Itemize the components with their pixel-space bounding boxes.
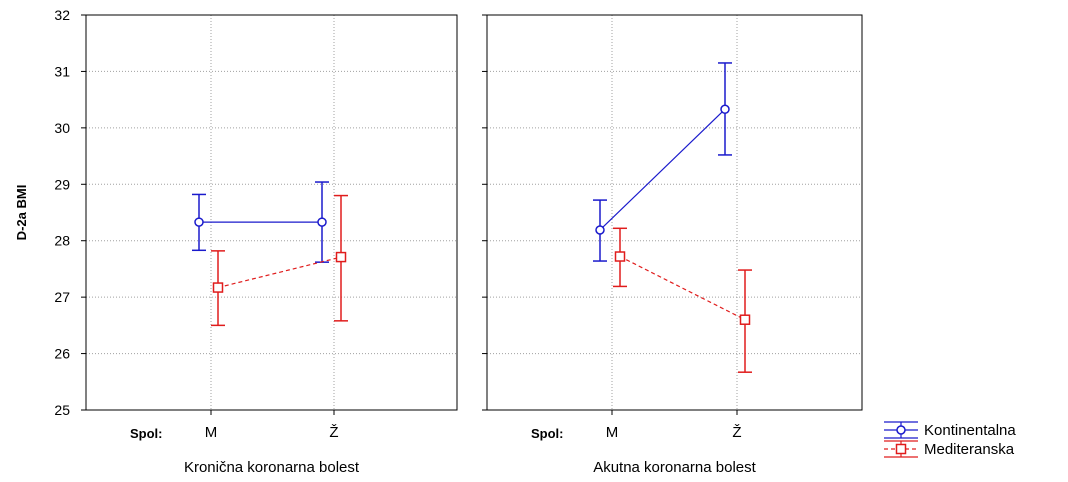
data-point-circle: [595, 225, 605, 235]
series-line: [619, 255, 746, 321]
panel-label: Kronična koronarna bolest: [184, 459, 360, 476]
panel-frame: [486, 14, 863, 411]
y-tick-label: 27: [54, 289, 70, 305]
legend: Kontinentalna Mediteranska: [884, 421, 1016, 458]
y-axis-title: D-2a BMI: [14, 185, 29, 241]
spol-label: Spol:: [531, 426, 564, 441]
data-point-circle: [317, 217, 327, 227]
y-tick-label: 26: [54, 346, 70, 362]
legend-label: Kontinentalna: [924, 422, 1016, 439]
data-point-square: [739, 314, 751, 325]
data-point-circle: [194, 217, 204, 227]
data-point-circle: [720, 104, 730, 114]
panel-frames: [85, 14, 863, 411]
data-point-square: [614, 251, 626, 262]
y-tick-label: 32: [54, 7, 70, 23]
legend-label: Mediteranska: [924, 441, 1015, 458]
x-tick-label: M: [205, 424, 218, 441]
y-tick-label: 25: [54, 402, 70, 418]
axis-layer: D-2a BMI 25 26 27 28 29 30 31 32 Spol: M Ž Kronična …: [14, 7, 757, 476]
panel-label: Akutna koronarna bolest: [593, 459, 756, 476]
series-layer: [192, 62, 752, 373]
y-tick-label: 31: [54, 63, 70, 79]
y-tick-label: 28: [54, 233, 70, 249]
y-tick-label: 29: [54, 176, 70, 192]
legend-marker-square: [895, 443, 907, 455]
x-tick-label: Ž: [732, 424, 741, 441]
series-line: [217, 256, 342, 289]
data-point-square: [212, 282, 224, 293]
legend-marker-circle: [896, 425, 906, 435]
data-point-square: [335, 251, 347, 263]
spol-label: Spol:: [130, 426, 163, 441]
x-tick-label: Ž: [329, 424, 338, 441]
series-line: [599, 108, 726, 231]
y-tick-label: 30: [54, 120, 70, 136]
panel-frame: [85, 14, 458, 411]
x-tick-label: M: [606, 424, 619, 441]
